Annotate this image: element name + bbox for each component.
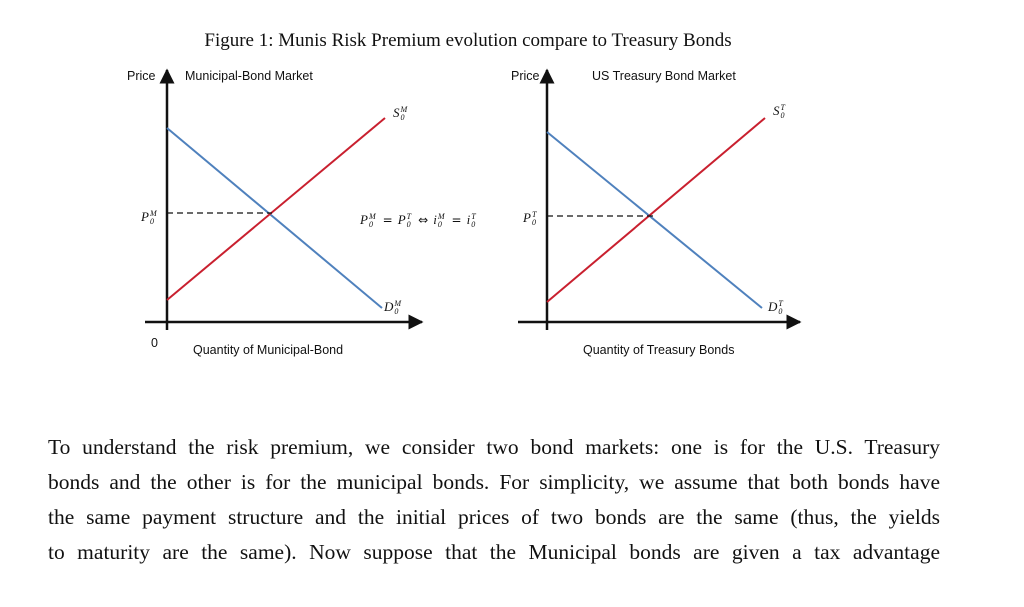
math-operator: = <box>383 213 393 227</box>
origin-label: 0 <box>151 336 158 350</box>
math-sup: T <box>471 212 476 221</box>
text-line: to maturity are the same). Now suppose t… <box>48 540 940 564</box>
math-sup: T <box>532 210 537 219</box>
x-axis-title: Quantity of Treasury Bonds <box>583 343 734 357</box>
math-sup: M <box>400 105 409 114</box>
panel-municipal: Price Municipal-Bond Market Quantity of … <box>127 68 424 357</box>
math-base: S <box>773 103 780 118</box>
math-sub: 0 <box>781 111 785 120</box>
math-base: i <box>467 212 471 227</box>
math-sub: 0 <box>532 218 536 227</box>
supply-curve <box>546 117 766 303</box>
math-base: P <box>359 212 368 227</box>
text-line: the same payment structure and the initi… <box>48 505 940 529</box>
figure: Figure 1: Munis Risk Premium evolution c… <box>127 30 802 357</box>
panel-title: Municipal-Bond Market <box>185 69 313 83</box>
math-sup: M <box>393 299 402 308</box>
math-sup: M <box>149 209 158 218</box>
math-sup: M <box>368 212 377 221</box>
demand-curve <box>546 131 763 309</box>
supply-curve <box>166 117 386 301</box>
math-base: D <box>767 299 778 314</box>
math-base: P <box>140 209 149 224</box>
math-operator: ⇔ <box>418 213 428 227</box>
y-axis-title: Price <box>511 69 540 83</box>
figure-caption: Figure 1: Munis Risk Premium evolution c… <box>204 30 731 51</box>
math-sup: T <box>781 103 786 112</box>
math-sub: 0 <box>407 220 411 229</box>
x-axis-title: Quantity of Municipal-Bond <box>193 343 343 357</box>
text-line: bonds and the other is for the municipal… <box>48 470 940 494</box>
math-sub: 0 <box>150 217 154 226</box>
panel-treasury: Price US Treasury Bond Market Quantity o… <box>511 68 802 357</box>
demand-curve <box>166 127 383 309</box>
y-axis-title: Price <box>127 69 156 83</box>
math-sub: 0 <box>438 220 442 229</box>
math-sub: 0 <box>369 220 373 229</box>
math-sub: 0 <box>471 220 475 229</box>
math-sup: M <box>437 212 446 221</box>
panel-title: US Treasury Bond Market <box>592 69 736 83</box>
text-line: To understand the risk premium, we consi… <box>48 435 940 459</box>
math-base: P <box>522 210 531 225</box>
math-sup: T <box>407 212 412 221</box>
math-base: D <box>383 299 394 314</box>
math-base: P <box>397 212 406 227</box>
math-sub: 0 <box>778 307 782 316</box>
paragraph: To understand the risk premium, we consi… <box>48 430 940 570</box>
math-sub: 0 <box>401 113 405 122</box>
math-base: S <box>393 105 400 120</box>
math-sup: T <box>778 299 783 308</box>
math-base: i <box>433 212 437 227</box>
math-sub: 0 <box>394 307 398 316</box>
math-operator: = <box>452 213 462 227</box>
